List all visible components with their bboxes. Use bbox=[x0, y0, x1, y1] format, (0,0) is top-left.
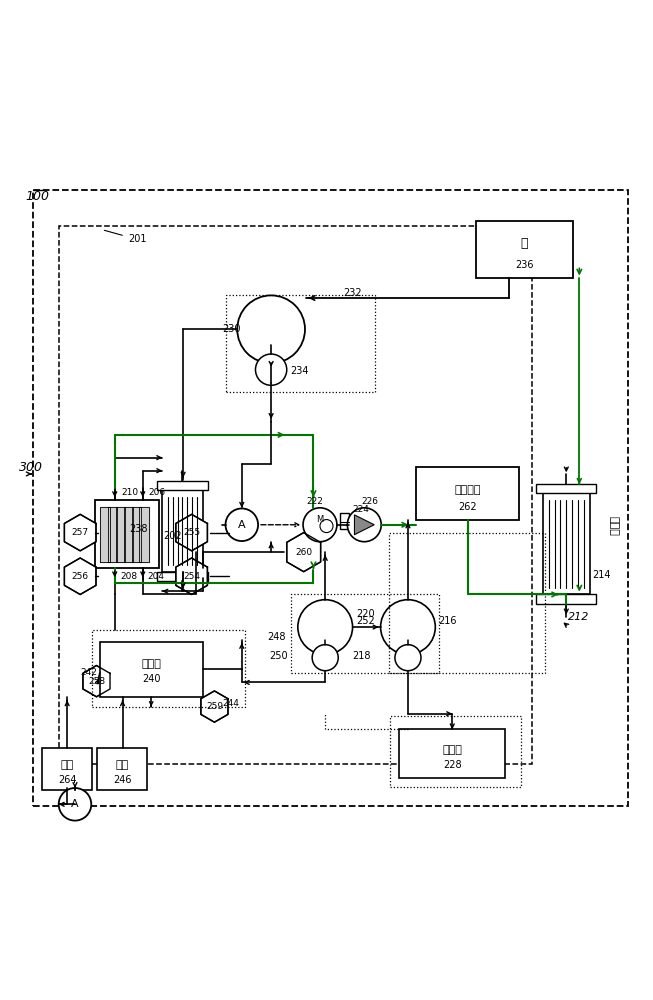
Polygon shape bbox=[355, 515, 374, 535]
Text: 240: 240 bbox=[142, 674, 161, 684]
Text: 246: 246 bbox=[114, 775, 132, 785]
Text: 232: 232 bbox=[343, 288, 362, 298]
Circle shape bbox=[312, 645, 338, 671]
Text: 257: 257 bbox=[72, 528, 89, 537]
Text: 300: 300 bbox=[19, 461, 43, 474]
Bar bbox=[92, 630, 245, 707]
Text: 236: 236 bbox=[515, 260, 534, 270]
Polygon shape bbox=[124, 507, 133, 562]
Circle shape bbox=[255, 354, 287, 385]
Bar bbox=[59, 226, 532, 764]
Bar bbox=[536, 594, 596, 604]
Polygon shape bbox=[176, 514, 208, 551]
Bar bbox=[477, 221, 573, 278]
Text: 204: 204 bbox=[148, 572, 165, 581]
Text: 重整器: 重整器 bbox=[141, 659, 161, 669]
Text: 216: 216 bbox=[439, 616, 457, 626]
Polygon shape bbox=[287, 533, 321, 572]
Circle shape bbox=[237, 295, 305, 363]
Text: 控制器: 控制器 bbox=[442, 745, 462, 755]
Text: 214: 214 bbox=[592, 570, 611, 580]
Circle shape bbox=[303, 508, 337, 542]
Text: 259: 259 bbox=[206, 702, 223, 711]
Text: 230: 230 bbox=[222, 324, 240, 334]
Text: 250: 250 bbox=[269, 651, 287, 661]
Polygon shape bbox=[65, 558, 96, 594]
Bar bbox=[225, 295, 375, 392]
Text: M: M bbox=[316, 515, 324, 524]
Bar bbox=[390, 716, 520, 787]
Circle shape bbox=[59, 788, 91, 821]
Text: 258: 258 bbox=[88, 677, 105, 686]
Bar bbox=[543, 493, 590, 594]
Bar bbox=[389, 533, 545, 673]
Bar bbox=[291, 594, 439, 673]
Text: 255: 255 bbox=[183, 528, 200, 537]
Text: 208: 208 bbox=[120, 572, 137, 581]
Text: 252: 252 bbox=[356, 616, 375, 626]
Text: 262: 262 bbox=[458, 502, 477, 512]
Text: 234: 234 bbox=[291, 366, 309, 376]
Text: 264: 264 bbox=[58, 775, 76, 785]
Bar bbox=[97, 748, 148, 790]
Text: 210: 210 bbox=[121, 488, 138, 497]
Bar bbox=[417, 467, 519, 520]
Circle shape bbox=[298, 600, 353, 654]
Polygon shape bbox=[108, 507, 118, 562]
Bar bbox=[100, 642, 202, 697]
Bar bbox=[157, 481, 208, 490]
Text: 228: 228 bbox=[443, 760, 462, 770]
Circle shape bbox=[347, 508, 381, 542]
Text: 226: 226 bbox=[361, 497, 378, 506]
Text: 氧: 氧 bbox=[521, 237, 528, 250]
Circle shape bbox=[320, 520, 333, 533]
Text: 222: 222 bbox=[306, 497, 323, 506]
Polygon shape bbox=[65, 514, 96, 551]
Text: 248: 248 bbox=[268, 632, 286, 642]
Polygon shape bbox=[83, 666, 110, 697]
Text: 242: 242 bbox=[80, 668, 97, 677]
Circle shape bbox=[395, 645, 421, 671]
Text: A: A bbox=[71, 799, 79, 809]
Text: 218: 218 bbox=[353, 651, 371, 661]
Circle shape bbox=[225, 508, 258, 541]
Bar bbox=[157, 572, 208, 581]
Text: A: A bbox=[238, 520, 246, 530]
Text: 燃料: 燃料 bbox=[116, 760, 129, 770]
Polygon shape bbox=[140, 507, 149, 562]
Text: 净化: 净化 bbox=[61, 760, 74, 770]
Text: 206: 206 bbox=[148, 488, 165, 497]
Text: 260: 260 bbox=[295, 548, 312, 557]
Text: 224: 224 bbox=[353, 505, 370, 514]
Text: 238: 238 bbox=[129, 524, 148, 534]
Bar bbox=[42, 748, 92, 790]
Bar bbox=[95, 500, 159, 568]
Polygon shape bbox=[101, 507, 110, 562]
Text: 212: 212 bbox=[567, 612, 589, 622]
Text: 201: 201 bbox=[104, 230, 146, 244]
Text: 244: 244 bbox=[222, 699, 239, 708]
Polygon shape bbox=[201, 691, 228, 722]
Circle shape bbox=[381, 600, 436, 654]
Text: 220: 220 bbox=[357, 609, 375, 619]
Polygon shape bbox=[132, 507, 141, 562]
Bar bbox=[163, 490, 202, 572]
Text: 256: 256 bbox=[72, 572, 89, 581]
Text: 254: 254 bbox=[183, 572, 200, 581]
Bar bbox=[340, 513, 349, 529]
Bar bbox=[400, 729, 505, 778]
Text: 202: 202 bbox=[164, 531, 182, 541]
Polygon shape bbox=[176, 558, 208, 594]
Text: 冷却水: 冷却水 bbox=[608, 516, 618, 536]
Polygon shape bbox=[116, 507, 125, 562]
Bar bbox=[536, 484, 596, 493]
Text: 发电器头: 发电器头 bbox=[454, 485, 481, 495]
Text: 100: 100 bbox=[25, 190, 50, 203]
